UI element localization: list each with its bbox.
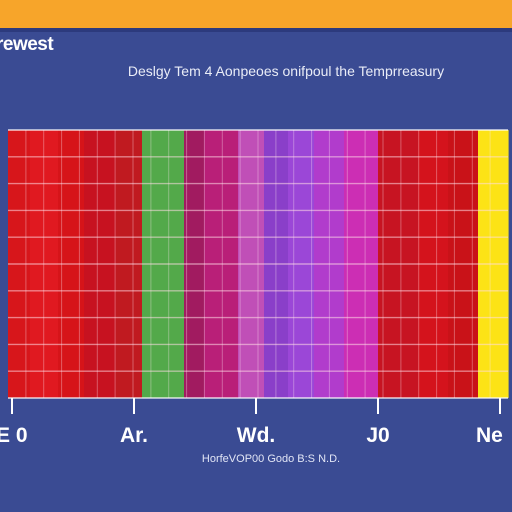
x-tick-label: Ne (476, 424, 503, 447)
chart-title: Deslgy Tem 4 Aonpeoes onifpoul the Tempr… (127, 63, 445, 79)
x-axis-labels: E 0 Ar. Wd. J0 Ne (0, 424, 503, 447)
x-tick-label: J0 (366, 424, 389, 447)
x-tick-label: Wd. (237, 424, 275, 447)
top-bar-edge (0, 28, 512, 32)
top-bar (0, 0, 512, 28)
x-tick-label: E 0 (0, 424, 28, 447)
x-axis-ticks (11, 398, 501, 414)
chart-footer: HorfeVOP00 Godo B:S N.D. (201, 453, 341, 465)
x-tick-label: Ar. (120, 424, 148, 447)
heatmap-grid (8, 129, 508, 399)
app-title: rewest (0, 34, 54, 55)
